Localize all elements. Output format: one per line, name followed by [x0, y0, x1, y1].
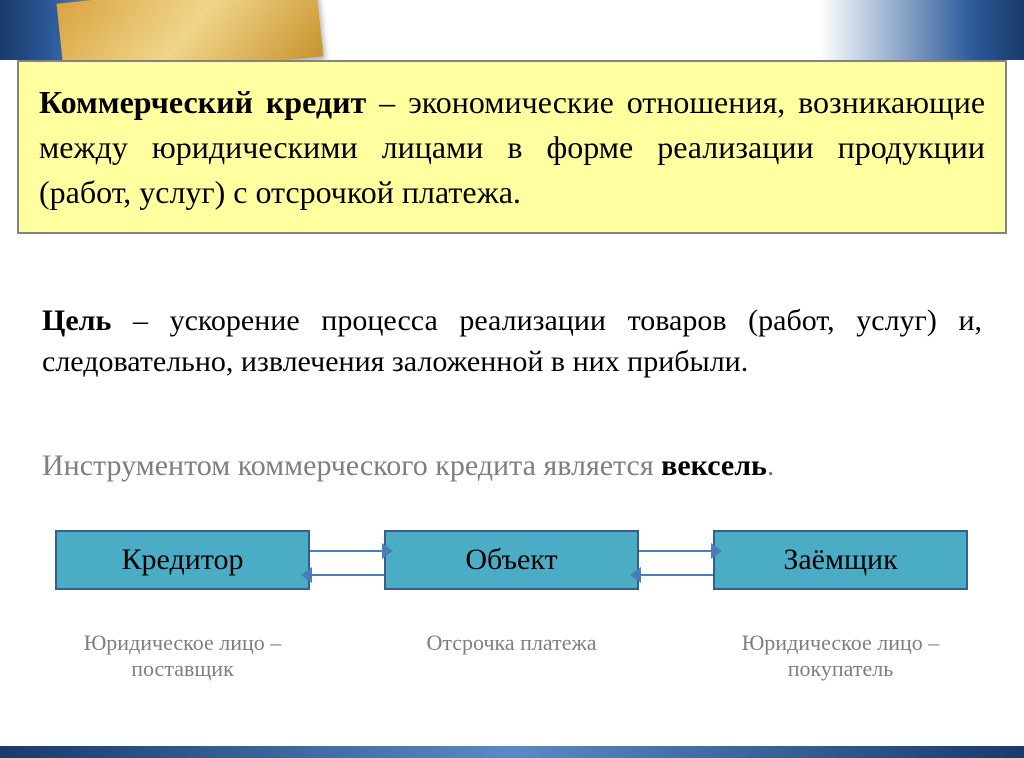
caption-creditor: Юридическое лицо –поставщик — [33, 630, 333, 683]
caption-borrower: Юридическое лицо –покупатель — [691, 630, 991, 683]
definition-box: Коммерческий кредит – экономические отно… — [17, 60, 1007, 234]
slide-footer-decoration — [0, 746, 1024, 758]
arrow-borrower-to-object-head — [630, 567, 641, 583]
goal-paragraph: Цель – ускорение процесса реализации тов… — [42, 300, 982, 383]
goal-text: ускорение процесса реализации товаров (р… — [42, 304, 982, 378]
goal-label: Цель — [42, 304, 111, 337]
definition-dash: – — [366, 84, 408, 120]
caption-object: Отсрочка платежа — [362, 630, 662, 656]
arrow-borrower-to-object-line — [639, 574, 713, 576]
instrument-paragraph: Инструментом коммерческого кредита являе… — [42, 445, 982, 486]
instrument-bold: вексель — [661, 449, 767, 482]
arrow-object-to-creditor-line — [310, 574, 384, 576]
arrow-object-to-borrower-line — [639, 550, 713, 552]
slide-header-decoration — [0, 0, 1024, 60]
node-creditor: Кредитор — [55, 530, 310, 590]
arrow-creditor-to-object-head — [382, 543, 393, 559]
credit-flow-diagram: Кредитор Юридическое лицо –поставщик Объек… — [0, 530, 1024, 740]
node-object: Объект — [384, 530, 639, 590]
arrow-object-to-creditor-head — [301, 567, 312, 583]
instrument-suffix: . — [767, 449, 775, 482]
node-borrower: Заёмщик — [713, 530, 968, 590]
goal-dash: – — [111, 304, 169, 337]
arrow-object-to-borrower-head — [711, 543, 722, 559]
definition-term: Коммерческий кредит — [39, 84, 366, 120]
instrument-prefix: Инструментом коммерческого кредита являе… — [42, 449, 661, 482]
arrow-creditor-to-object-line — [310, 550, 384, 552]
